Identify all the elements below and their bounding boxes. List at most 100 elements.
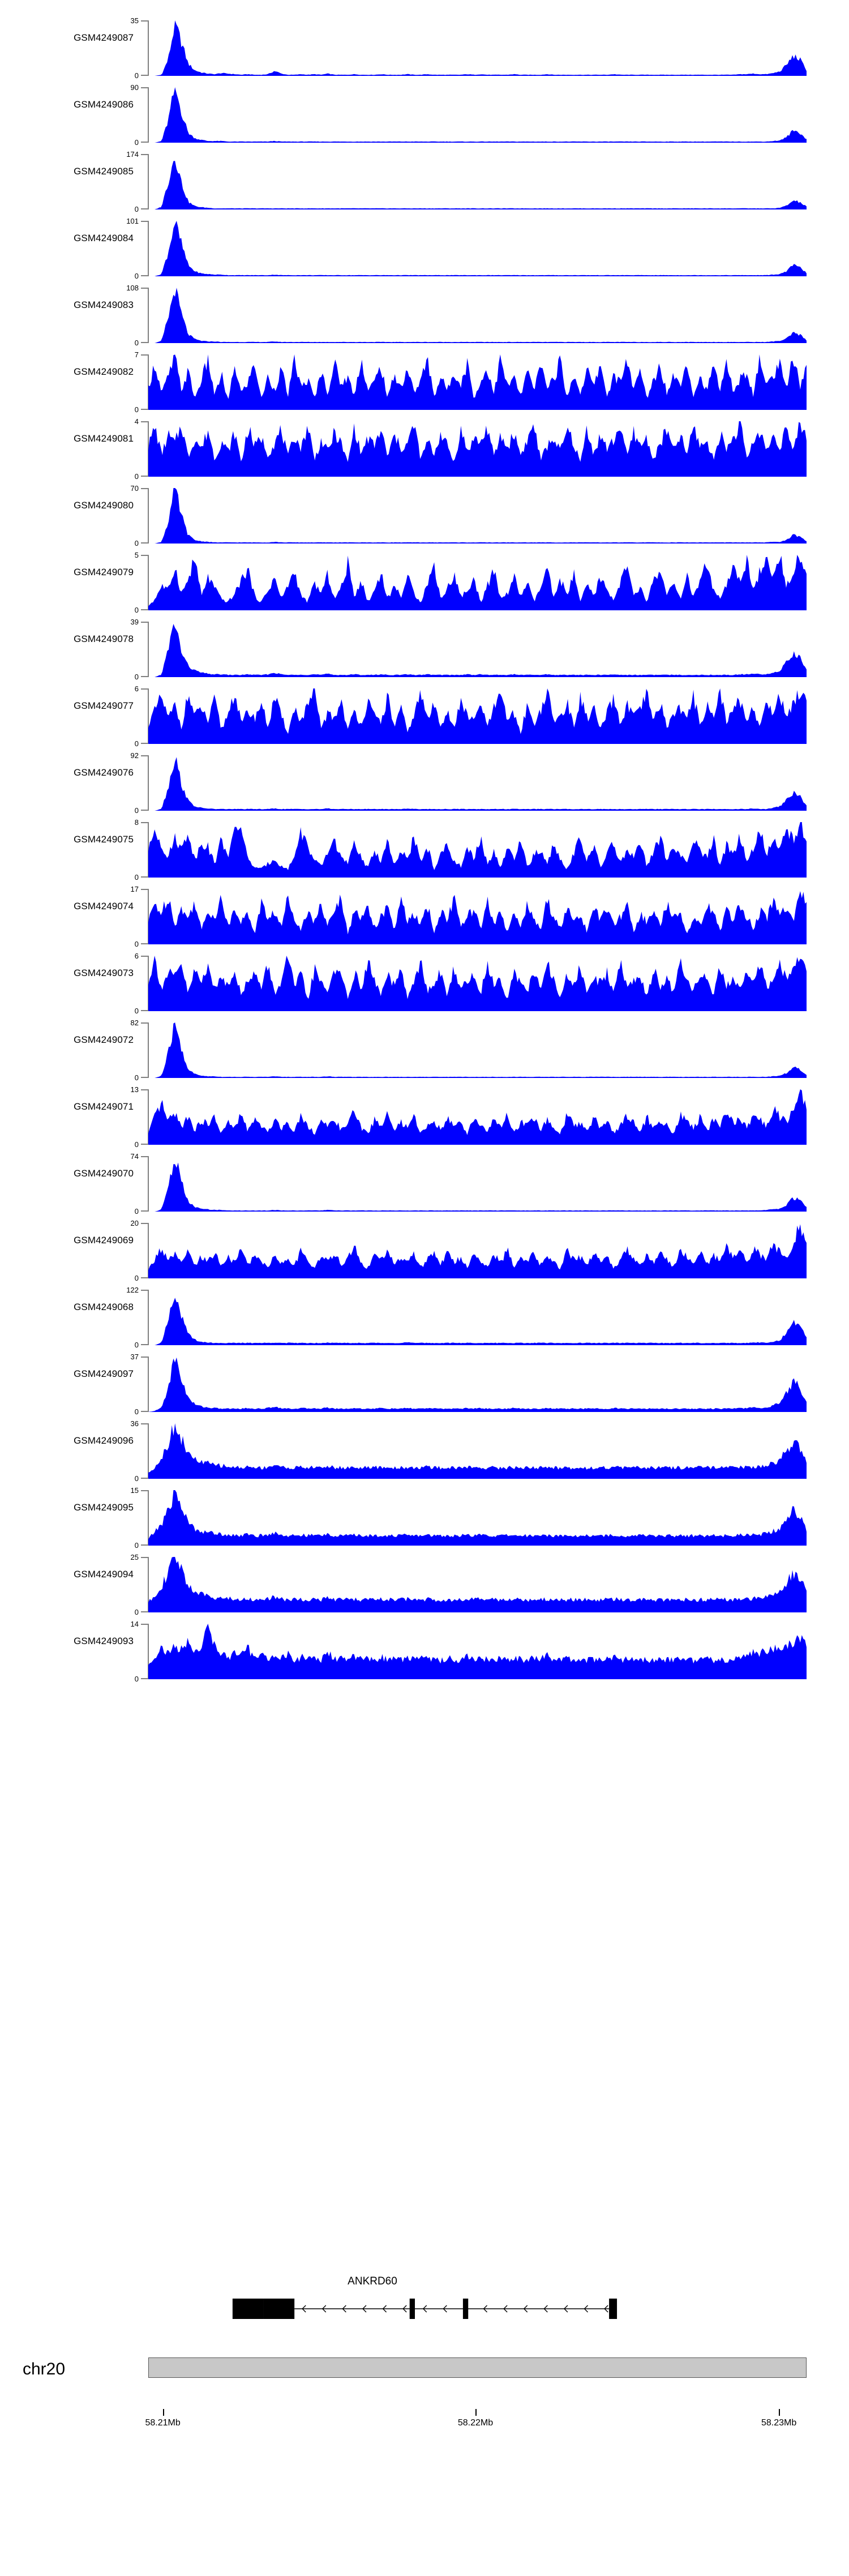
track-sample-label: GSM4249094 (74, 1569, 134, 1580)
coverage-track: GSM4249086 90 0 (0, 83, 849, 149)
axis-tick-label: 58.22Mb (457, 2418, 494, 2428)
y-axis-tick-min (141, 1144, 149, 1145)
y-axis-tick-max (141, 1223, 149, 1224)
coverage-area-svg (148, 1089, 807, 1145)
y-axis-tick-min (141, 1344, 149, 1345)
y-axis-min-label: 0 (134, 673, 139, 681)
y-axis-line (148, 889, 149, 944)
coverage-area-svg (148, 354, 807, 410)
strand-arrow-icon (584, 2305, 589, 2313)
y-axis-line (148, 1089, 149, 1145)
strand-arrow-icon (503, 2305, 508, 2313)
track-y-axis: 101 0 (126, 217, 149, 280)
track-sample-label: GSM4249078 (74, 634, 134, 644)
coverage-area-svg (148, 956, 807, 1011)
track-sample-label: GSM4249076 (74, 767, 134, 778)
y-axis-min-label: 0 (134, 71, 139, 80)
y-axis-max-label: 13 (130, 1085, 139, 1094)
coverage-plot-area (148, 221, 807, 276)
coverage-plot-area (148, 1423, 807, 1479)
track-y-axis: 39 0 (131, 618, 149, 681)
y-axis-tick-max (141, 1624, 149, 1625)
track-y-axis: 122 0 (126, 1286, 149, 1349)
y-axis-tick-min (141, 75, 149, 76)
coverage-plot-area (148, 1022, 807, 1078)
track-sample-label: GSM4249071 (74, 1101, 134, 1112)
coverage-area-path (148, 1624, 807, 1679)
y-axis-min-label: 0 (134, 739, 139, 748)
track-y-axis: 92 0 (131, 752, 149, 814)
coverage-area-svg (148, 161, 807, 209)
y-axis-tick-max (141, 1557, 149, 1558)
coverage-plot-area (148, 622, 807, 677)
y-axis-tick-min (141, 1678, 149, 1679)
y-axis-max-label: 122 (126, 1286, 139, 1294)
coverage-track: GSM4249074 17 0 (0, 884, 849, 951)
y-axis-max-label: 174 (126, 150, 139, 159)
y-axis-tick-max (141, 1423, 149, 1424)
y-axis-min-label: 0 (134, 539, 139, 547)
coverage-area-path (148, 354, 807, 410)
coverage-track: GSM4249081 4 0 (0, 417, 849, 483)
axis-tick-label: 58.23Mb (761, 2418, 797, 2428)
coverage-plot-area (148, 956, 807, 1011)
y-axis-line (148, 87, 149, 143)
y-axis-max-label: 108 (126, 284, 139, 292)
chromosome-bar (148, 2357, 807, 2378)
y-axis-max-label: 92 (130, 751, 139, 760)
coverage-area-svg (148, 20, 807, 76)
track-y-axis: 13 0 (131, 1086, 149, 1148)
y-axis-max-label: 74 (130, 1152, 139, 1161)
axis-tick-label: 58.21Mb (145, 2418, 181, 2428)
gene-exon-box (263, 2299, 295, 2319)
coverage-plot-area (148, 87, 807, 143)
y-axis-tick-min (141, 810, 149, 811)
y-axis-max-label: 5 (134, 551, 139, 559)
y-axis-tick-max (141, 1490, 149, 1491)
coverage-track: GSM4249079 5 0 (0, 550, 849, 617)
strand-arrow-icon (382, 2305, 387, 2313)
axis-tick-mark (779, 2409, 781, 2416)
track-sample-label: GSM4249068 (74, 1302, 134, 1312)
coverage-track: GSM4249082 7 0 (0, 350, 849, 417)
track-sample-label: GSM4249097 (74, 1368, 134, 1379)
track-y-axis: 25 0 (131, 1554, 149, 1616)
y-axis-tick-min (141, 876, 149, 878)
coverage-area-path (148, 161, 807, 209)
coverage-area-path (148, 1022, 807, 1078)
y-axis-line (148, 1357, 149, 1412)
coverage-plot-area (148, 1290, 807, 1345)
y-axis-tick-max (141, 354, 149, 356)
y-axis-tick-max (141, 154, 149, 155)
track-sample-label: GSM4249093 (74, 1636, 134, 1646)
coverage-area-path (148, 822, 807, 878)
genome-axis: 58.21Mb 58.22Mb 58.23Mb (0, 2409, 849, 2449)
y-axis-min-label: 0 (134, 1073, 139, 1082)
y-axis-max-label: 4 (134, 417, 139, 426)
y-axis-line (148, 288, 149, 343)
coverage-track: GSM4249080 70 0 (0, 483, 849, 550)
y-axis-line (148, 221, 149, 276)
track-sample-label: GSM4249074 (74, 901, 134, 912)
coverage-track: GSM4249094 25 0 (0, 1552, 849, 1619)
coverage-plot-area (148, 755, 807, 811)
track-y-axis: 37 0 (131, 1353, 149, 1415)
y-axis-max-label: 37 (130, 1353, 139, 1361)
coverage-area-path (148, 688, 807, 744)
coverage-area-path (148, 288, 807, 343)
track-y-axis: 36 0 (131, 1420, 149, 1482)
coverage-plot-area (148, 1357, 807, 1412)
coverage-area-path (148, 1423, 807, 1479)
coverage-area-svg (148, 1624, 807, 1679)
y-axis-max-label: 17 (130, 885, 139, 893)
coverage-plot-area (148, 20, 807, 76)
y-axis-min-label: 0 (134, 1007, 139, 1015)
coverage-area-path (148, 20, 807, 76)
coverage-track: GSM4249095 15 0 (0, 1486, 849, 1552)
coverage-plot-area (148, 1557, 807, 1612)
coverage-plot-area (148, 154, 807, 209)
